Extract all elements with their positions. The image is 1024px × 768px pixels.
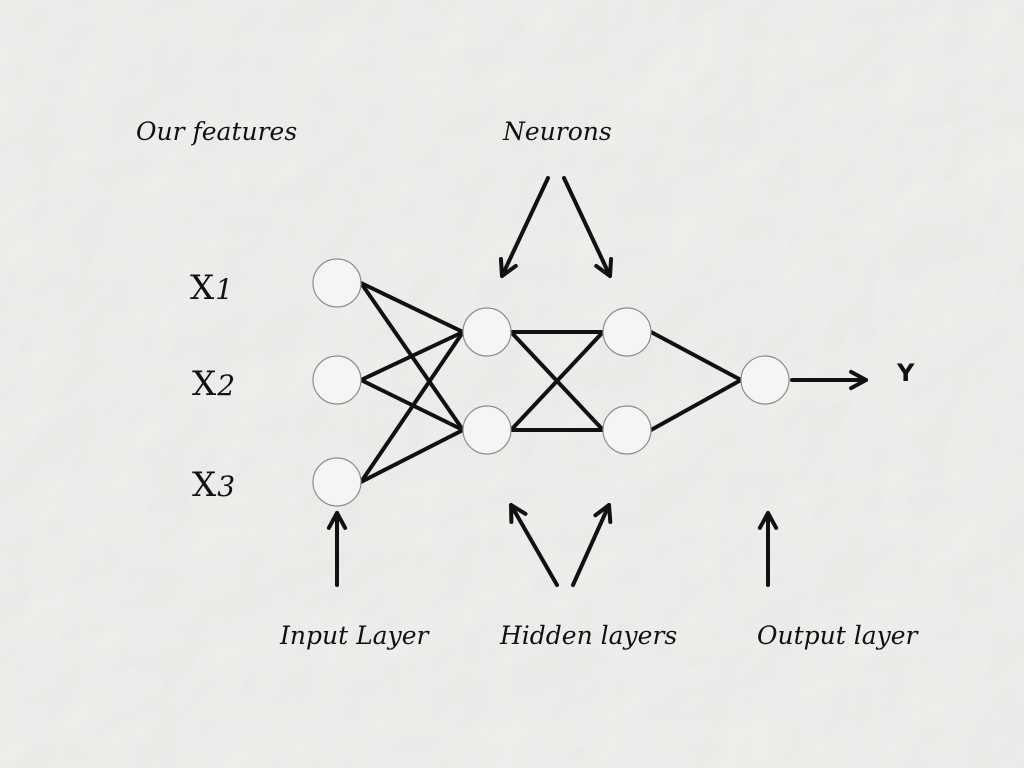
output-arrow-head <box>849 369 868 391</box>
neurons <box>312 258 790 507</box>
input-label-x3: X3 <box>192 465 236 505</box>
input-index: 3 <box>217 470 237 503</box>
output-layer-arrow-head <box>757 511 779 530</box>
connection-line <box>359 281 465 334</box>
hidden-neuron <box>602 307 652 357</box>
neurons-arrow-left-head <box>498 257 518 278</box>
input-letter: X <box>192 364 218 404</box>
connection-line <box>509 330 605 432</box>
output-layer-label: Output layer <box>757 621 918 650</box>
output-y-label: Y <box>897 359 915 387</box>
input-label-x2: X2 <box>192 364 236 404</box>
connections <box>359 281 743 484</box>
connection-line <box>649 330 743 382</box>
hidden-arrow-left-head <box>509 503 528 524</box>
input-letter: X <box>190 268 216 308</box>
input-letter: X <box>192 465 218 505</box>
input-neuron <box>312 457 362 507</box>
input-index: 2 <box>217 369 237 402</box>
connection-line <box>359 330 465 382</box>
input-layer-arrow-head <box>326 511 348 530</box>
connection-line <box>359 330 465 484</box>
connection-line <box>359 428 465 484</box>
neurons-arrow-right <box>562 176 612 278</box>
input-neuron <box>312 258 362 308</box>
input-neuron <box>312 355 362 405</box>
input-label-x1: X1 <box>190 268 234 308</box>
features-label: Our features <box>136 117 298 146</box>
hidden-layers-label: Hidden layers <box>500 621 678 650</box>
hidden-arrow-right-head <box>593 503 613 524</box>
hidden-arrow-right <box>571 503 611 587</box>
hidden-neuron <box>462 405 512 455</box>
hidden-neuron <box>602 405 652 455</box>
input-layer-label: Input Layer <box>280 621 429 650</box>
connection-line <box>649 378 743 432</box>
hidden-neuron <box>462 307 512 357</box>
hidden-arrow-left <box>509 503 559 587</box>
neurons-arrow-left <box>500 176 550 278</box>
neurons-label: Neurons <box>503 117 612 146</box>
pointer-arrows <box>326 176 868 587</box>
input-index: 1 <box>215 273 235 306</box>
neurons-arrow-right-head <box>594 257 614 278</box>
output-neuron <box>740 355 790 405</box>
